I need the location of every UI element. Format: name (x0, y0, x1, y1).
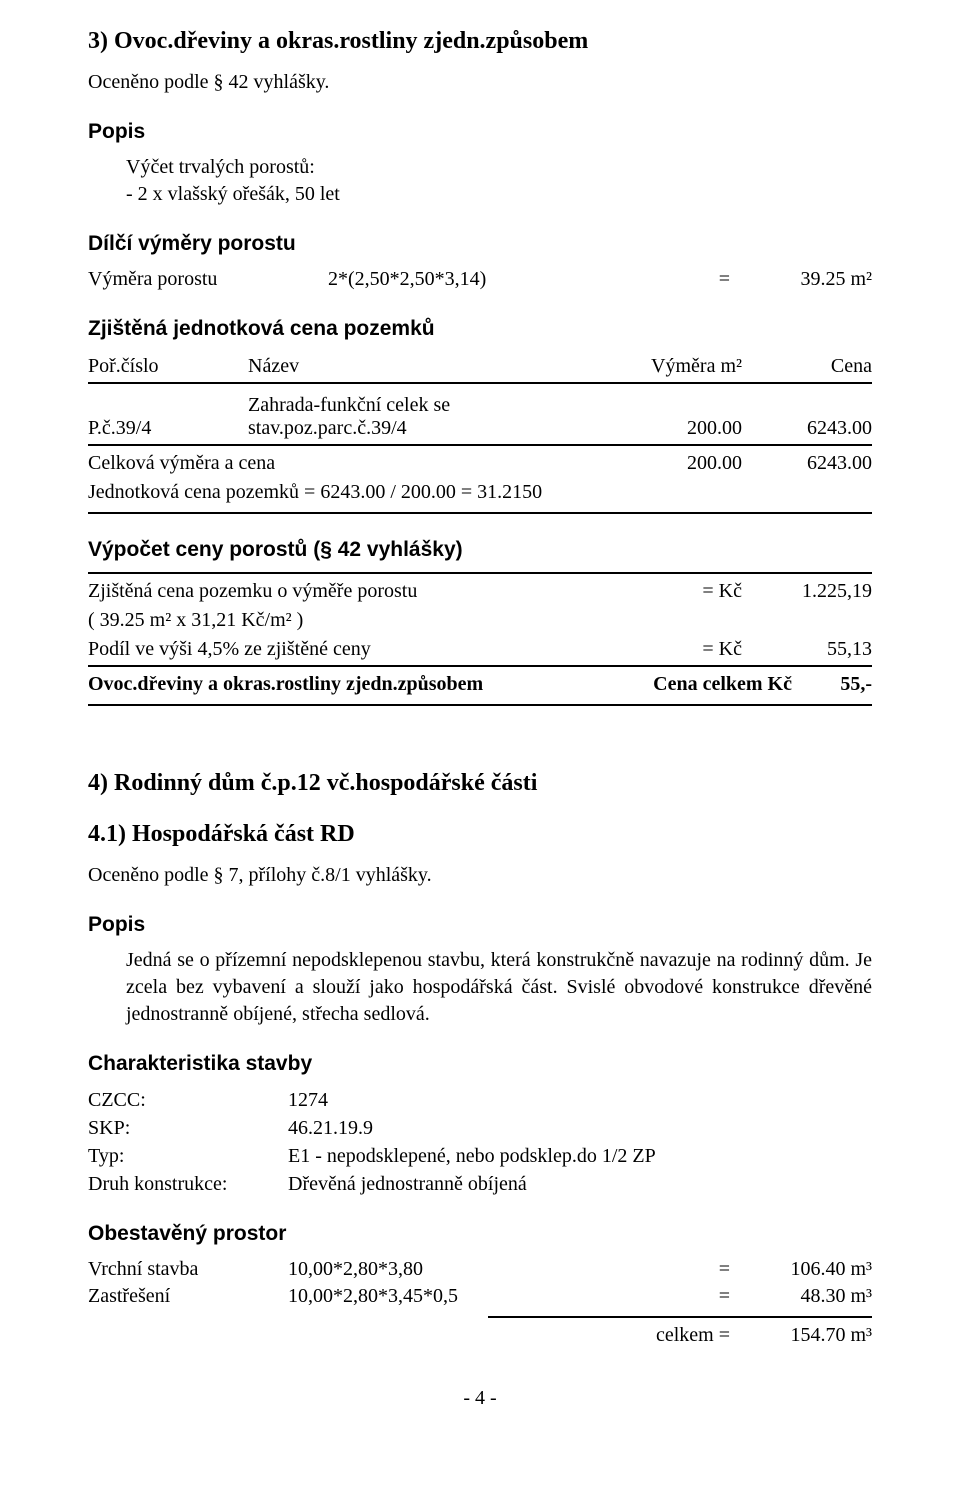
kv-czcc: CZCC: 1274 (88, 1086, 872, 1114)
sec4-popis-h: Popis (88, 913, 872, 937)
zc2-kc: = Kč (612, 638, 742, 661)
zc2-val: 55,13 (742, 638, 872, 661)
ob-total: celkem = 154.70 m³ (88, 1324, 872, 1347)
ob1-res: 106.40 m³ (742, 1256, 872, 1283)
expr: 2*(2,50*2,50*3,14) (328, 266, 690, 293)
label: Výměra porostu (88, 266, 328, 293)
r1-c2: Zahrada-funkční celek se stav.poz.parc.č… (248, 394, 612, 440)
ob-row-1: Vrchní stavba 10,00*2,80*3,80 = 106.40 m… (88, 1256, 872, 1283)
sec3-table: Poř.číslo Název Výměra m² Cena P.č.39/4 … (88, 351, 872, 479)
sec3-result-table: Zjištěná cena pozemku o výměře porostu =… (88, 574, 872, 706)
table-row: P.č.39/4 Zahrada-funkční celek se stav.p… (88, 384, 872, 444)
hdr-c1: Poř.číslo (88, 355, 248, 378)
ob2-expr: 10,00*2,80*3,45*0,5 (288, 1283, 690, 1310)
zc1-val: 1.225,19 (742, 580, 872, 603)
hdr-c3: Výměra m² (612, 355, 742, 378)
typ-v: E1 - nepodsklepené, nebo podsklep.do 1/2… (288, 1142, 872, 1170)
sec3-dilci-row: Výměra porostu 2*(2,50*2,50*3,14) = 39.2… (88, 266, 872, 293)
sec3-jednotkova: Jednotková cena pozemků = 6243.00 / 200.… (88, 479, 872, 506)
zc-row-2: Podíl ve výši 4,5% ze zjištěné ceny = Kč… (88, 634, 872, 665)
sec3-popis-l2: - 2 x vlašský ořešák, 50 let (88, 181, 872, 208)
r1-c4: 6243.00 (742, 417, 872, 440)
czcc-v: 1274 (288, 1086, 872, 1114)
ob1-eq: = (690, 1256, 742, 1283)
sec3-popis-h: Popis (88, 120, 872, 144)
tot-c4: 6243.00 (742, 452, 872, 475)
ob1-expr: 10,00*2,80*3,80 (288, 1256, 690, 1283)
kv-typ: Typ: E1 - nepodsklepené, nebo podsklep.d… (88, 1142, 872, 1170)
hdr-c4: Cena (742, 355, 872, 378)
zc-row-1: Zjištěná cena pozemku o výměře porostu =… (88, 574, 872, 607)
zc1b: ( 39.25 m² x 31,21 Kč/m² ) (88, 607, 872, 634)
ob2-res: 48.30 m³ (742, 1283, 872, 1310)
r1-c3: 200.00 (612, 417, 742, 440)
hdr-c2: Název (248, 355, 612, 378)
ob1-label: Vrchní stavba (88, 1256, 288, 1283)
r1-c2a: Zahrada-funkční celek se (248, 394, 612, 417)
druh-v: Dřevěná jednostranně obíjená (288, 1170, 872, 1198)
skp-k: SKP: (88, 1114, 288, 1142)
table-total: Celková výměra a cena 200.00 6243.00 (88, 446, 872, 479)
tot-c1: Celková výměra a cena (88, 452, 612, 475)
page-number: - 4 - (88, 1387, 872, 1410)
res-label: Ovoc.dřeviny a okras.rostliny zjedn.způs… (88, 673, 612, 696)
ob-total-label: celkem = (600, 1324, 742, 1347)
zc1-kc: = Kč (612, 580, 742, 603)
table-header: Poř.číslo Název Výměra m² Cena (88, 351, 872, 384)
ob2-eq: = (690, 1283, 742, 1310)
ob-divider (488, 1316, 872, 1318)
final-row: Ovoc.dřeviny a okras.rostliny zjedn.způs… (88, 667, 872, 700)
eq: = (690, 266, 742, 293)
sec3-dilci-h: Dílčí výměry porostu (88, 232, 872, 256)
ob-total-val: 154.70 m³ (742, 1324, 872, 1347)
druh-k: Druh konstrukce: (88, 1170, 288, 1198)
typ-k: Typ: (88, 1142, 288, 1170)
ob2-label: Zastřešení (88, 1283, 288, 1310)
tot-c3: 200.00 (612, 452, 742, 475)
res-val: 55,- (792, 673, 872, 696)
sec4-obest-h: Obestavěný prostor (88, 1222, 872, 1246)
res-kc: Cena celkem Kč (612, 673, 792, 696)
kv-druh: Druh konstrukce: Dřevěná jednostranně ob… (88, 1170, 872, 1198)
ob-row-2: Zastřešení 10,00*2,80*3,45*0,5 = 48.30 m… (88, 1283, 872, 1310)
czcc-k: CZCC: (88, 1086, 288, 1114)
zc2-label: Podíl ve výši 4,5% ze zjištěné ceny (88, 638, 612, 661)
kv-skp: SKP: 46.21.19.9 (88, 1114, 872, 1142)
sec4-title: 4) Rodinný dům č.p.12 vč.hospodářské čás… (88, 770, 872, 797)
sec4-char-h: Charakteristika stavby (88, 1052, 872, 1076)
sec4-priced-by: Oceněno podle § 7, přílohy č.8/1 vyhlášk… (88, 862, 872, 889)
skp-v: 46.21.19.9 (288, 1114, 872, 1142)
sec3-title: 3) Ovoc.dřeviny a okras.rostliny zjedn.z… (88, 28, 872, 55)
r1-c1: P.č.39/4 (88, 417, 248, 440)
sec4-sub: 4.1) Hospodářská část RD (88, 821, 872, 848)
sec3-priced-by: Oceněno podle § 42 vyhlášky. (88, 69, 872, 96)
result: 39.25 m² (742, 266, 872, 293)
zc1-label: Zjištěná cena pozemku o výměře porostu (88, 580, 612, 603)
sec4-popis-txt: Jedná se o přízemní nepodsklepenou stavb… (88, 947, 872, 1028)
sec3-vypocet-h: Výpočet ceny porostů (§ 42 vyhlášky) (88, 538, 872, 562)
page: 3) Ovoc.dřeviny a okras.rostliny zjedn.z… (0, 0, 960, 1509)
r1-c2b: stav.poz.parc.č.39/4 (248, 417, 612, 440)
sec3-zj-h: Zjištěná jednotková cena pozemků (88, 317, 872, 341)
sec3-popis-l1: Výčet trvalých porostů: (88, 154, 872, 181)
